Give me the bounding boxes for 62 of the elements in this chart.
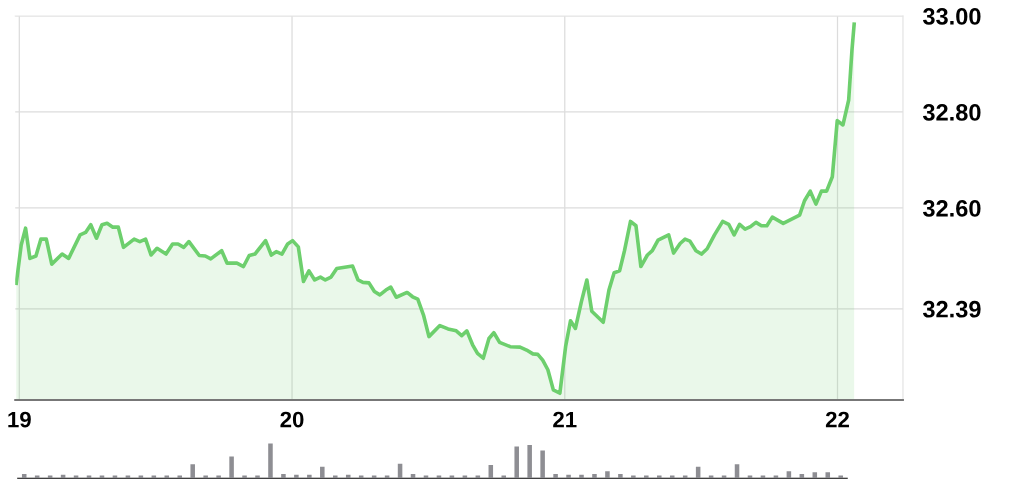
bar	[138, 475, 144, 479]
bar	[86, 475, 92, 479]
bar	[825, 472, 831, 479]
y-tick-label: 32.60	[922, 200, 981, 217]
bar	[514, 446, 519, 479]
bar	[268, 443, 273, 479]
bar	[151, 475, 157, 479]
bar	[371, 475, 377, 479]
bar	[579, 474, 584, 479]
y-tick-label: 32.80	[922, 104, 981, 121]
bar	[760, 475, 766, 479]
bar	[501, 475, 507, 479]
bar	[449, 475, 455, 479]
bar	[423, 475, 429, 479]
x-tick-label: 21	[553, 411, 577, 428]
bar	[838, 475, 843, 479]
bar	[618, 474, 623, 479]
bar	[657, 475, 662, 479]
bar	[320, 466, 325, 479]
bar	[73, 475, 79, 479]
bar	[164, 475, 170, 479]
bar	[682, 475, 688, 479]
bar	[99, 475, 105, 479]
bar	[307, 474, 312, 479]
bar	[475, 475, 481, 479]
bar	[229, 456, 234, 479]
bar	[384, 475, 390, 479]
bar	[669, 475, 675, 479]
y-tick-label: 32.39	[922, 300, 981, 318]
bar	[294, 474, 299, 479]
bar	[190, 464, 195, 479]
x-tick-label: 20	[280, 411, 304, 428]
bar	[631, 475, 636, 479]
bar	[255, 475, 260, 479]
bar	[203, 475, 208, 479]
bar	[462, 475, 468, 479]
x-tick-label: 22	[825, 411, 849, 428]
bar	[125, 475, 131, 479]
bar	[786, 471, 792, 479]
bar	[216, 475, 221, 479]
bar	[566, 474, 571, 479]
bar	[540, 450, 545, 479]
bar	[333, 475, 338, 479]
bar	[721, 475, 727, 479]
bar	[605, 471, 610, 479]
bar	[177, 475, 183, 479]
bar	[436, 475, 442, 479]
bar	[773, 475, 779, 479]
bar	[747, 475, 753, 479]
bar	[527, 445, 532, 479]
bar	[708, 475, 714, 479]
bar	[242, 475, 247, 479]
x-tick-label: 19	[8, 411, 31, 428]
bar	[281, 474, 286, 479]
bar	[553, 474, 558, 479]
bar	[34, 475, 40, 479]
bar	[112, 475, 118, 479]
bar	[592, 474, 597, 479]
bar	[358, 475, 364, 479]
bar	[47, 475, 53, 479]
y-tick-label: 33.00	[922, 8, 981, 25]
bar	[644, 475, 649, 479]
